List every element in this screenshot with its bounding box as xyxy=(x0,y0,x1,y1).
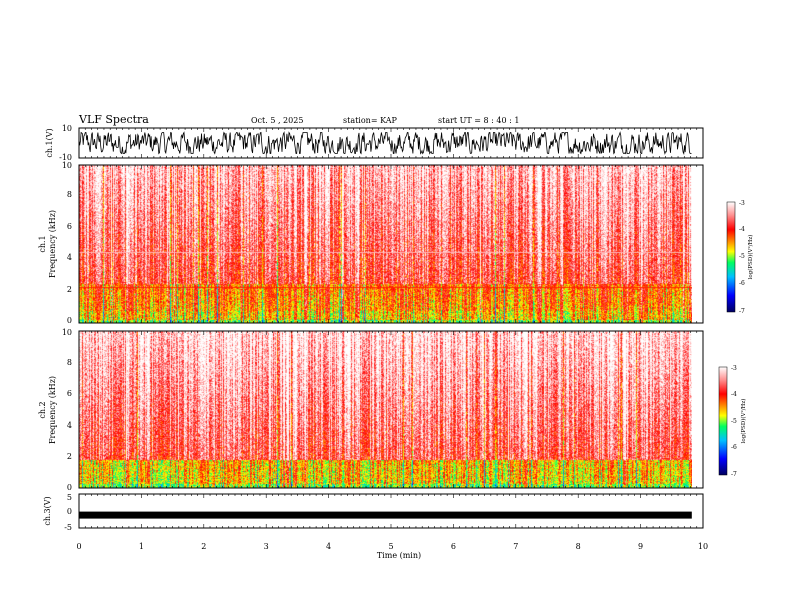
ch2-colorbar xyxy=(718,366,728,476)
ch3-ytick-0: 0 xyxy=(67,507,72,516)
ch2-spectrogram-ylabel-freq: Frequency (kHz) xyxy=(48,376,57,444)
date-label: Oct. 5 , 2025 xyxy=(251,116,303,125)
ch2-freq-tick-8: 8 xyxy=(67,358,72,367)
ch1-cb-tick-5: -5 xyxy=(739,253,745,260)
ch1-waveform-ylabel: ch.1(V) xyxy=(45,128,54,157)
ch2-freq-tick-0: 0 xyxy=(67,483,72,492)
x-tick-5: 5 xyxy=(388,542,393,551)
ch3-waveform-ylabel: ch.3(V) xyxy=(43,496,52,525)
ch1-cb-tick-4: -4 xyxy=(739,226,745,233)
ch1-cb-tick-7: -7 xyxy=(739,308,745,315)
ch2-spectrogram-panel: 0 2 4 6 8 10 ch.2 Frequency (kHz) -3 -4 … xyxy=(38,328,747,492)
ch1-spectrogram-image xyxy=(79,165,692,323)
ch2-freq-tick-10: 10 xyxy=(62,328,72,337)
ch1-spectrogram-ylabel-freq: Frequency (kHz) xyxy=(48,210,57,278)
ch3-ytick-neg5: -5 xyxy=(64,523,72,532)
ch1-spectrogram-panel: 0 2 4 6 8 10 ch.1 Frequency (kHz) -3 -4 … xyxy=(38,161,754,325)
axis-ticks xyxy=(78,128,704,528)
ch2-cb-tick-7: -7 xyxy=(731,471,737,478)
ch1-freq-tick-6: 6 xyxy=(67,222,72,231)
station-label: station= KAP xyxy=(343,116,398,125)
ch1-waveform-trace xyxy=(78,131,692,155)
ch2-cb-tick-6: -6 xyxy=(731,444,737,451)
x-axis-label: Time (min) xyxy=(377,551,421,560)
chart-title: VLF Spectra xyxy=(78,113,149,126)
ch1-colorbar-label: log(PSD)(V²/Hz) xyxy=(747,235,754,280)
ch2-spectrogram-ylabel-ch: ch.2 xyxy=(38,401,47,418)
x-tick-3: 3 xyxy=(264,542,269,551)
ch1-cb-tick-3: -3 xyxy=(739,200,745,207)
start-ut-label: start UT = 8 : 40 : 1 xyxy=(438,116,519,125)
x-tick-6: 6 xyxy=(451,542,456,551)
ch2-colorbar-label: log(PSD)(V²/Hz) xyxy=(740,399,747,444)
x-tick-10: 10 xyxy=(698,542,708,551)
x-tick-2: 2 xyxy=(201,542,206,551)
ch1-colorbar xyxy=(726,201,736,313)
ch3-waveform-panel: 5 0 -5 ch.3(V) xyxy=(43,493,704,532)
ch1-ytick-top: 10 xyxy=(62,124,72,133)
ch1-cb-tick-6: -6 xyxy=(739,280,745,287)
ch1-freq-tick-4: 4 xyxy=(67,253,72,262)
ch2-freq-tick-2: 2 xyxy=(67,452,72,461)
ch1-waveform-panel: 10 -10 ch.1(V) xyxy=(45,124,704,162)
ch3-waveform-trace xyxy=(79,511,692,519)
ch1-waveform-frame xyxy=(78,127,704,159)
x-tick-0: 0 xyxy=(76,542,81,551)
ch3-waveform-frame xyxy=(78,493,704,529)
ch2-cb-tick-4: -4 xyxy=(731,391,737,398)
ch2-cb-tick-3: -3 xyxy=(731,365,737,372)
ch1-freq-tick-10: 10 xyxy=(62,161,72,170)
ch1-spectrogram-ylabel-ch: ch.1 xyxy=(38,235,47,252)
ch1-freq-tick-8: 8 xyxy=(67,190,72,199)
x-tick-7: 7 xyxy=(513,542,518,551)
ch2-cb-tick-5: -5 xyxy=(731,418,737,425)
ch1-ytick-bottom: -10 xyxy=(59,153,72,162)
ch3-ytick-5: 5 xyxy=(67,493,72,502)
x-tick-4: 4 xyxy=(326,542,331,551)
x-tick-8: 8 xyxy=(576,542,581,551)
ch2-freq-tick-4: 4 xyxy=(67,421,72,430)
x-axis-tick-labels: 0 1 2 3 4 5 6 7 8 9 10 xyxy=(76,542,708,551)
ch1-spectrogram-yticks: 0 2 4 6 8 10 xyxy=(62,161,72,325)
ch2-freq-tick-6: 6 xyxy=(67,389,72,398)
ch2-spectrogram-image xyxy=(79,331,692,488)
ch1-freq-tick-2: 2 xyxy=(67,285,72,294)
x-tick-9: 9 xyxy=(638,542,643,551)
x-tick-1: 1 xyxy=(139,542,144,551)
ch1-freq-tick-0: 0 xyxy=(67,316,72,325)
